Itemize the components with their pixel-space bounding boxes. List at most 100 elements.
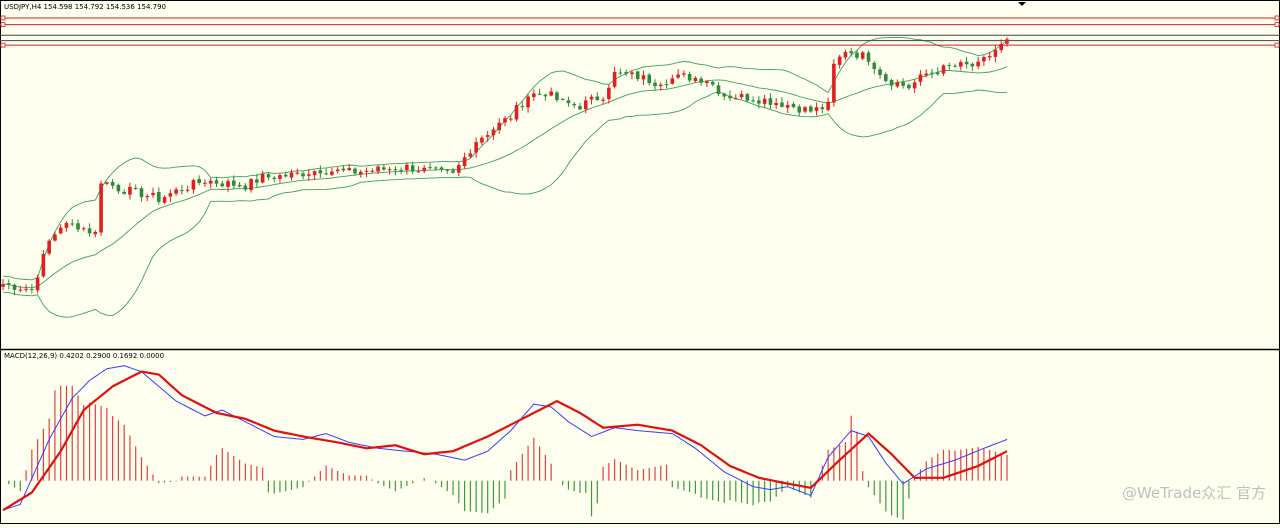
candle-bear <box>791 103 796 108</box>
candle-bull <box>508 118 513 120</box>
candle-bear <box>543 94 548 97</box>
candle-bear <box>110 181 115 186</box>
level-handle <box>0 22 6 28</box>
candle-bear <box>272 177 276 180</box>
horizontal-levels <box>0 15 1280 48</box>
candle-bull <box>999 44 1004 51</box>
candle-bull <box>733 98 738 100</box>
candle-bear <box>428 167 432 169</box>
candle-bear <box>410 165 415 172</box>
candle-bull <box>630 72 634 75</box>
candle-bull <box>803 107 807 112</box>
candle-bear <box>797 106 802 113</box>
candle-bull <box>607 87 611 100</box>
candle-bull <box>682 73 686 75</box>
candle-bear <box>555 92 559 100</box>
level-handle <box>0 15 6 21</box>
candle-bear <box>566 100 571 104</box>
candle-bear <box>855 52 859 58</box>
candle-bear <box>699 78 703 83</box>
candle-bull <box>208 180 213 184</box>
candle-bear <box>133 187 138 189</box>
candle-bear <box>537 93 542 95</box>
candle-bull <box>191 180 196 190</box>
candle-bull <box>589 96 594 100</box>
candle-bull <box>307 174 311 176</box>
candle-bear <box>237 184 242 187</box>
candle-bear <box>757 100 761 104</box>
candle-bear <box>318 170 323 174</box>
candle-bull <box>260 174 265 183</box>
candle-bull <box>774 102 778 106</box>
candle-bull <box>976 61 980 67</box>
candle-bear <box>728 95 732 99</box>
candle-bear <box>220 183 225 187</box>
candle-bull <box>670 78 675 84</box>
candlesticks <box>1 37 1009 296</box>
macd-line <box>2 365 1008 511</box>
candle-bear <box>393 169 398 171</box>
candle-bear <box>301 173 305 177</box>
candle-bear <box>866 52 871 62</box>
candle-bull <box>924 73 928 76</box>
candle-bear <box>780 102 784 107</box>
candle-bull <box>832 63 836 103</box>
band-middle <box>2 66 1008 289</box>
candle-bull <box>814 107 819 111</box>
candle-bull <box>162 197 167 203</box>
candle-bull <box>918 74 923 82</box>
candle-bull <box>895 82 900 87</box>
candle-bear <box>283 174 288 177</box>
candle-bull <box>376 166 380 172</box>
candle-bull <box>549 91 553 96</box>
candle-bull <box>151 192 155 196</box>
candle-bear <box>122 191 126 194</box>
candle-bull <box>837 56 842 65</box>
candle-bull <box>705 81 709 84</box>
candle-bear <box>70 223 75 225</box>
candle-bull <box>41 253 46 277</box>
scroll-marker-icon[interactable] <box>1018 2 1026 6</box>
candle-bull <box>64 222 69 228</box>
candle-bear <box>595 96 600 101</box>
candle-bull <box>405 164 409 171</box>
candle-bull <box>1005 39 1009 44</box>
candle-bear <box>324 173 328 175</box>
candle-bear <box>266 174 271 178</box>
candle-bear <box>947 65 952 67</box>
candle-bear <box>560 98 565 100</box>
candle-bear <box>849 51 853 54</box>
candle-bear <box>889 80 894 86</box>
macd-lines <box>2 365 1008 512</box>
macd-histogram <box>8 385 1008 520</box>
candle-bull <box>826 101 830 110</box>
candle-bear <box>439 167 444 170</box>
candle-bear <box>87 228 92 234</box>
bollinger-bands <box>2 37 1008 318</box>
level-handle <box>0 42 6 48</box>
candle-bear <box>809 106 813 112</box>
candle-bear <box>12 284 17 290</box>
candle-bear <box>716 85 721 94</box>
candle-bull <box>959 62 963 67</box>
level-handle <box>1274 15 1280 21</box>
candle-bull <box>128 186 132 195</box>
candle-bull <box>1 284 5 287</box>
candle-bear <box>382 167 386 170</box>
candle-bull <box>843 52 848 58</box>
candle-bull <box>330 171 334 175</box>
candle-bull <box>503 118 507 123</box>
candle-bear <box>243 185 248 190</box>
candle-bull <box>93 231 98 235</box>
candle-bear <box>722 93 727 97</box>
candle-bear <box>884 74 888 82</box>
candle-bear <box>255 179 259 183</box>
candle-bull <box>24 288 28 290</box>
candle-bull <box>468 153 473 157</box>
candle-bear <box>139 188 144 198</box>
candle-bear <box>214 180 219 184</box>
candle-bull <box>335 169 340 172</box>
candle-bull <box>762 98 767 104</box>
